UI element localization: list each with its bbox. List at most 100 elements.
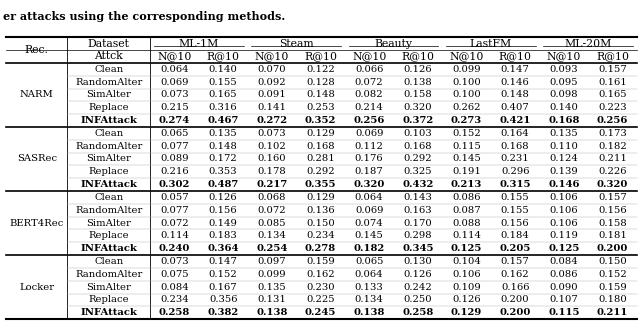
Text: 0.086: 0.086 <box>550 270 578 279</box>
Text: 0.119: 0.119 <box>549 231 579 240</box>
Text: 0.320: 0.320 <box>596 180 628 189</box>
Text: 0.114: 0.114 <box>160 231 189 240</box>
Text: 0.106: 0.106 <box>550 219 578 227</box>
Text: 0.156: 0.156 <box>501 219 529 227</box>
Text: Replace: Replace <box>88 295 129 305</box>
Text: RandomAlter: RandomAlter <box>75 270 142 279</box>
Text: 0.250: 0.250 <box>403 295 432 305</box>
Text: 0.074: 0.074 <box>355 219 383 227</box>
Text: NARM: NARM <box>20 90 54 99</box>
Text: 0.164: 0.164 <box>500 129 529 138</box>
Text: 0.372: 0.372 <box>402 116 433 125</box>
Text: Clean: Clean <box>94 65 124 74</box>
Text: 0.134: 0.134 <box>355 295 383 305</box>
Text: 0.217: 0.217 <box>256 180 287 189</box>
Text: 0.168: 0.168 <box>403 142 432 151</box>
Text: 0.103: 0.103 <box>403 129 432 138</box>
Text: 0.158: 0.158 <box>598 219 627 227</box>
Text: 0.158: 0.158 <box>403 90 432 99</box>
Text: 0.157: 0.157 <box>598 65 627 74</box>
Text: ML-20M: ML-20M <box>564 39 612 49</box>
Text: 0.167: 0.167 <box>209 283 237 292</box>
Text: 0.072: 0.072 <box>160 219 189 227</box>
Text: 0.315: 0.315 <box>499 180 531 189</box>
Text: 0.352: 0.352 <box>305 116 336 125</box>
Text: 0.200: 0.200 <box>596 244 628 253</box>
Text: 0.302: 0.302 <box>159 180 190 189</box>
Text: 0.183: 0.183 <box>209 231 237 240</box>
Text: 0.130: 0.130 <box>403 257 432 266</box>
Text: 0.129: 0.129 <box>306 129 335 138</box>
Text: 0.097: 0.097 <box>257 257 286 266</box>
Text: 0.316: 0.316 <box>209 103 237 112</box>
Text: 0.146: 0.146 <box>500 78 529 87</box>
Text: 0.099: 0.099 <box>257 270 286 279</box>
Text: 0.146: 0.146 <box>548 180 580 189</box>
Text: 0.069: 0.069 <box>355 206 383 215</box>
Text: Dataset: Dataset <box>88 39 130 49</box>
Text: 0.223: 0.223 <box>598 103 627 112</box>
Text: 0.242: 0.242 <box>403 283 432 292</box>
Text: 0.115: 0.115 <box>548 308 580 317</box>
Text: Replace: Replace <box>88 103 129 112</box>
Text: 0.157: 0.157 <box>598 193 627 202</box>
Text: INFAttack: INFAttack <box>80 180 137 189</box>
Text: 0.092: 0.092 <box>257 78 286 87</box>
Text: SASRec: SASRec <box>17 155 57 164</box>
Text: 0.095: 0.095 <box>550 78 578 87</box>
Text: 0.077: 0.077 <box>160 206 189 215</box>
Text: 0.124: 0.124 <box>549 155 579 164</box>
Text: 0.200: 0.200 <box>499 308 531 317</box>
Text: 0.133: 0.133 <box>355 283 383 292</box>
Text: 0.213: 0.213 <box>451 180 482 189</box>
Text: 0.200: 0.200 <box>501 295 529 305</box>
Text: Steam: Steam <box>279 39 314 49</box>
Text: 0.184: 0.184 <box>500 231 529 240</box>
Text: 0.138: 0.138 <box>403 78 432 87</box>
Text: 0.168: 0.168 <box>548 116 579 125</box>
Text: 0.182: 0.182 <box>353 244 385 253</box>
Text: 0.253: 0.253 <box>306 103 335 112</box>
Text: 0.214: 0.214 <box>355 103 383 112</box>
Text: 0.187: 0.187 <box>355 167 383 176</box>
Text: 0.135: 0.135 <box>257 283 286 292</box>
Text: INFAttack: INFAttack <box>80 244 137 253</box>
Text: N@10: N@10 <box>547 52 581 62</box>
Text: 0.126: 0.126 <box>452 295 481 305</box>
Text: 0.126: 0.126 <box>403 65 432 74</box>
Text: 0.278: 0.278 <box>305 244 336 253</box>
Text: 0.073: 0.073 <box>160 257 189 266</box>
Text: 0.152: 0.152 <box>452 129 481 138</box>
Text: 0.205: 0.205 <box>499 244 531 253</box>
Text: R@10: R@10 <box>499 52 532 62</box>
Text: 0.230: 0.230 <box>306 283 335 292</box>
Text: RandomAlter: RandomAlter <box>75 142 142 151</box>
Text: 0.231: 0.231 <box>500 155 529 164</box>
Text: 0.355: 0.355 <box>305 180 336 189</box>
Text: 0.069: 0.069 <box>160 78 189 87</box>
Text: 0.110: 0.110 <box>549 142 579 151</box>
Text: 0.114: 0.114 <box>452 231 481 240</box>
Text: 0.163: 0.163 <box>403 206 432 215</box>
Text: INFAttack: INFAttack <box>80 116 137 125</box>
Text: 0.272: 0.272 <box>256 116 287 125</box>
Text: 0.091: 0.091 <box>257 90 286 99</box>
Text: 0.181: 0.181 <box>598 231 627 240</box>
Text: R@10: R@10 <box>304 52 337 62</box>
Text: 0.134: 0.134 <box>257 231 286 240</box>
Text: R@10: R@10 <box>207 52 239 62</box>
Text: 0.298: 0.298 <box>403 231 432 240</box>
Text: 0.226: 0.226 <box>598 167 627 176</box>
Text: 0.216: 0.216 <box>160 167 189 176</box>
Text: 0.077: 0.077 <box>160 142 189 151</box>
Text: 0.129: 0.129 <box>451 308 482 317</box>
Text: Rec.: Rec. <box>25 45 49 55</box>
Text: 0.292: 0.292 <box>403 155 432 164</box>
Text: Clean: Clean <box>94 129 124 138</box>
Text: 0.234: 0.234 <box>306 231 335 240</box>
Text: 0.099: 0.099 <box>452 65 481 74</box>
Text: 0.145: 0.145 <box>452 155 481 164</box>
Text: 0.262: 0.262 <box>452 103 481 112</box>
Text: 0.156: 0.156 <box>209 206 237 215</box>
Text: 0.068: 0.068 <box>257 193 286 202</box>
